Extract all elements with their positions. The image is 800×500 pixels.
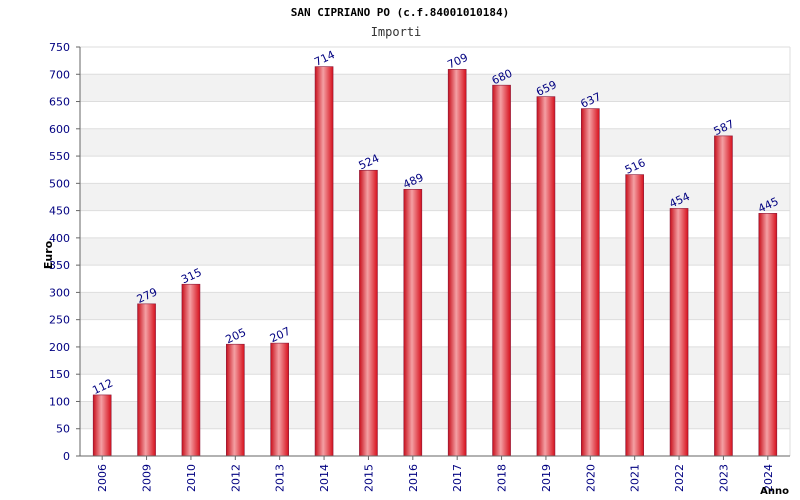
y-tick-label: 300 (49, 286, 70, 299)
y-tick-label: 450 (49, 205, 70, 218)
x-tick-label: 2015 (362, 464, 375, 492)
data-label: 516 (623, 156, 648, 177)
y-tick-label: 200 (49, 341, 70, 354)
grid-band (80, 74, 790, 102)
bar (137, 303, 156, 457)
bar (625, 174, 644, 457)
y-tick-label: 0 (63, 450, 70, 463)
bar (492, 84, 511, 457)
bar (92, 394, 112, 457)
bar (669, 208, 689, 457)
y-tick-label: 150 (49, 368, 70, 381)
y-tick-label: 500 (49, 177, 70, 190)
chart-title: SAN CIPRIANO PO (c.f.84001010184) (290, 6, 510, 19)
x-tick-label: 2020 (584, 464, 597, 492)
y-tick-label: 250 (49, 314, 70, 327)
x-tick-label: 2017 (451, 464, 464, 492)
y-tick-label: 100 (49, 395, 70, 408)
bar (758, 213, 778, 457)
y-tick-label: 50 (56, 423, 70, 436)
x-tick-label: 2018 (496, 464, 509, 492)
y-tick-label: 600 (49, 123, 70, 136)
y-tick-label: 350 (49, 259, 70, 272)
data-label: 112 (90, 376, 115, 397)
y-tick-label: 700 (49, 68, 70, 81)
bars (92, 66, 778, 457)
x-tick-label: 2022 (673, 464, 686, 492)
x-tick-label: 2024 (762, 464, 775, 492)
x-axis-label: Anno (760, 486, 789, 497)
grid-band (80, 183, 790, 211)
chart-subtitle: Importi (370, 25, 422, 39)
x-tick-label: 2013 (274, 464, 287, 492)
y-tick-label: 750 (49, 41, 70, 54)
x-axis-ticks: 2006 2009 2010 2012 2013 2014 2015 2016 2017 2018… (96, 456, 775, 492)
data-label: 205 (224, 326, 249, 347)
x-tick-label: 2014 (318, 464, 331, 492)
data-label: 207 (268, 325, 293, 346)
x-tick-label: 2019 (540, 464, 553, 492)
data-label: 714 (312, 48, 337, 69)
x-tick-label: 2012 (229, 464, 242, 492)
bar (270, 342, 289, 457)
bar (714, 135, 733, 457)
grid-band (80, 128, 790, 157)
bar (403, 189, 423, 457)
y-tick-label: 550 (49, 150, 70, 163)
bar (581, 108, 600, 457)
y-tick-label: 650 (49, 96, 70, 109)
x-tick-label: 2023 (717, 464, 730, 492)
y-axis-label: Euro (42, 240, 55, 269)
bar (536, 96, 556, 457)
y-tick-label: 400 (49, 232, 70, 245)
x-tick-label: 2009 (141, 464, 154, 492)
y-axis-ticks: 0 50 100 150 200 250 300 350 400 450 500 550 600 650 7… (49, 41, 80, 463)
bar (359, 169, 378, 457)
data-label: 709 (445, 51, 470, 72)
x-tick-label: 2006 (96, 464, 109, 492)
data-label: 315 (179, 266, 204, 287)
x-tick-label: 2016 (407, 464, 420, 492)
x-tick-label: 2010 (185, 464, 198, 492)
bar (447, 69, 467, 457)
bar (314, 66, 334, 457)
bar (226, 343, 245, 457)
x-tick-label: 2021 (629, 464, 642, 492)
bar (181, 283, 201, 457)
